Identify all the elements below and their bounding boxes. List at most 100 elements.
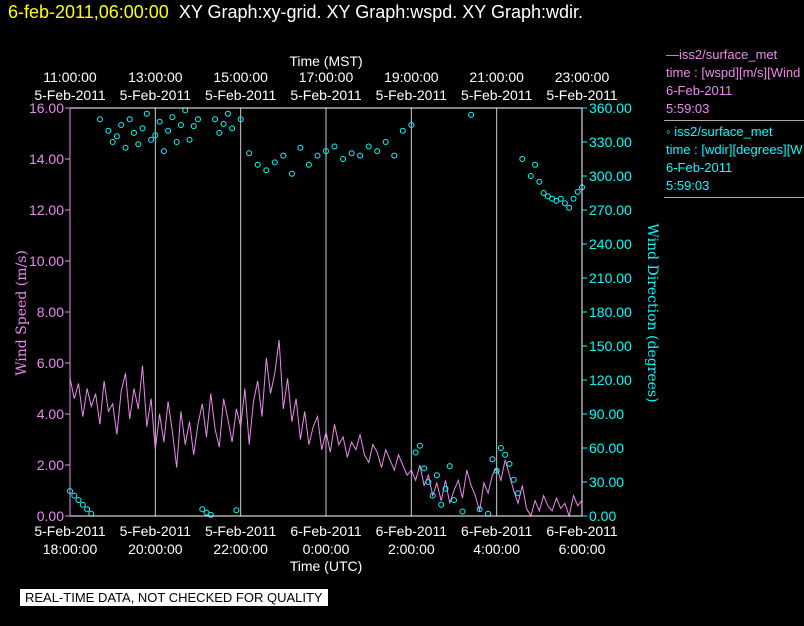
wind-direction-point (570, 195, 577, 202)
bottom-tick-date: 6-Feb-2011 (376, 523, 448, 539)
chart: 5-Feb-2011 18:00:00 5-Feb-2011 20:00:00 5-Fe… (14, 53, 660, 574)
wind-direction-point (527, 173, 534, 179)
top-tick-date: 5-Feb-2011 (461, 87, 533, 103)
wind-direction-point (182, 107, 189, 114)
legend-entry-direction: ◦ iss2/surface_met time : [wdir][degrees… (664, 121, 804, 198)
left-axis-title: Wind Speed (m/s) (14, 250, 30, 376)
bottom-tick-time: 22:00:00 (213, 541, 268, 557)
top-tick-time: 13:00:00 (128, 69, 183, 85)
wind-direction-point (536, 178, 543, 185)
wind-direction-point (532, 161, 539, 168)
top-tick-date: 5-Feb-2011 (205, 87, 277, 103)
wind-direction-point (113, 133, 120, 140)
wind-direction-point (314, 152, 321, 159)
left-tick-label: 14.00 (29, 151, 64, 167)
wind-direction-point (408, 122, 415, 128)
wind-direction-point (109, 139, 116, 145)
wind-direction-point (557, 195, 564, 202)
wind-direction-point (391, 152, 398, 159)
wind-direction-point (143, 110, 150, 117)
wind-direction-point (348, 150, 355, 157)
left-tick-label: 8.00 (37, 304, 64, 320)
wind-direction-point (365, 143, 372, 150)
wind-direction-point (280, 152, 287, 159)
right-axis-title: Wind Direction (degrees) (644, 223, 660, 402)
top-tick-time: 11:00:00 (43, 69, 97, 85)
wind-direction-point (199, 506, 206, 513)
wind-direction-point (416, 442, 423, 449)
wind-direction-point (207, 511, 214, 518)
legend-speed-source: —iss2/surface_met (666, 47, 778, 62)
wind-direction-point (506, 460, 513, 467)
wind-direction-point (105, 127, 112, 134)
wind-direction-point (493, 467, 500, 474)
left-tick-label: 0.00 (37, 508, 64, 524)
wind-direction-point (421, 465, 428, 472)
quality-notice: REAL-TIME DATA, NOT CHECKED FOR QUALITY (20, 589, 328, 606)
wind-direction-point (497, 445, 504, 451)
left-tick-label: 2.00 (37, 457, 64, 473)
bottom-tick-date: 5-Feb-2011 (205, 523, 277, 539)
wind-direction-point (382, 139, 389, 145)
wind-direction-point (323, 148, 329, 155)
right-tick-label: 240.00 (589, 236, 632, 252)
wind-direction-point (220, 120, 227, 127)
wind-direction-point (212, 116, 219, 123)
right-tick-label: 300.00 (589, 168, 632, 184)
top-tick-date: 5-Feb-2011 (290, 87, 362, 103)
right-tick-label: 150.00 (589, 338, 632, 354)
wind-direction-point (340, 156, 347, 162)
wind-direction-point (263, 167, 270, 174)
right-tick-label: 90.00 (589, 406, 624, 422)
wind-direction-point (156, 118, 163, 125)
left-tick-label: 12.00 (29, 202, 64, 218)
legend-speed-time: 5:59:03 (666, 101, 710, 116)
bottom-tick-time: 0:00:00 (303, 541, 350, 557)
top-tick-date: 5-Feb-2011 (376, 87, 448, 103)
wind-direction-point (451, 497, 457, 504)
header-graphs: XY Graph:xy-grid. XY Graph:wspd. XY Grap… (178, 2, 584, 22)
wind-direction-point (476, 506, 483, 513)
wind-direction-point (173, 139, 180, 145)
right-tick-label: 210.00 (589, 270, 632, 286)
legend-direction-field: time : [wdir][degrees][W (666, 142, 803, 157)
wind-direction-point (566, 204, 573, 211)
legend: —iss2/surface_met time : [wspd][m/s][Win… (664, 44, 804, 198)
wind-direction-point (75, 497, 82, 504)
wind-direction-point (425, 479, 432, 485)
top-tick-time: 19:00:00 (384, 69, 439, 85)
right-tick-label: 330.00 (589, 134, 632, 150)
legend-speed-field: time : [wspd][m/s][Wind (666, 65, 801, 80)
wind-direction-point (131, 129, 137, 136)
bottom-tick-time: 20:00:00 (128, 541, 183, 557)
bottom-tick-date: 5-Feb-2011 (120, 523, 192, 539)
right-tick-label: 360.00 (589, 100, 632, 116)
left-tick-label: 6.00 (37, 355, 64, 371)
left-tick-label: 4.00 (37, 406, 64, 422)
wind-direction-point (429, 492, 436, 499)
wind-direction-point (177, 122, 184, 128)
left-tick-label: 10.00 (29, 253, 64, 269)
top-tick-time: 17:00:00 (299, 69, 354, 85)
wind-direction-point (135, 141, 142, 148)
wind-direction-point (399, 127, 406, 134)
wind-direction-point (122, 144, 129, 151)
wind-direction-point (246, 150, 253, 157)
top-axis-title: Time (MST) (289, 53, 362, 69)
wind-direction-point (224, 110, 231, 117)
wind-direction-point (510, 476, 517, 483)
wind-direction-point (515, 490, 521, 497)
right-tick-label: 120.00 (589, 372, 632, 388)
bottom-axis-title: Time (UTC) (290, 558, 363, 574)
wind-direction-point (502, 451, 509, 458)
wind-direction-point (561, 200, 568, 207)
wind-direction-point (331, 143, 338, 150)
right-tick-label: 0.00 (589, 508, 616, 524)
wind-direction-point (446, 463, 453, 470)
bottom-tick-date: 6-Feb-2011 (461, 523, 533, 539)
bottom-tick-time: 18:00:00 (43, 541, 98, 557)
right-tick-label: 60.00 (589, 440, 624, 456)
wind-direction-point (165, 127, 172, 134)
legend-direction-source: ◦ iss2/surface_met (666, 124, 773, 139)
wind-direction-point (148, 136, 155, 143)
